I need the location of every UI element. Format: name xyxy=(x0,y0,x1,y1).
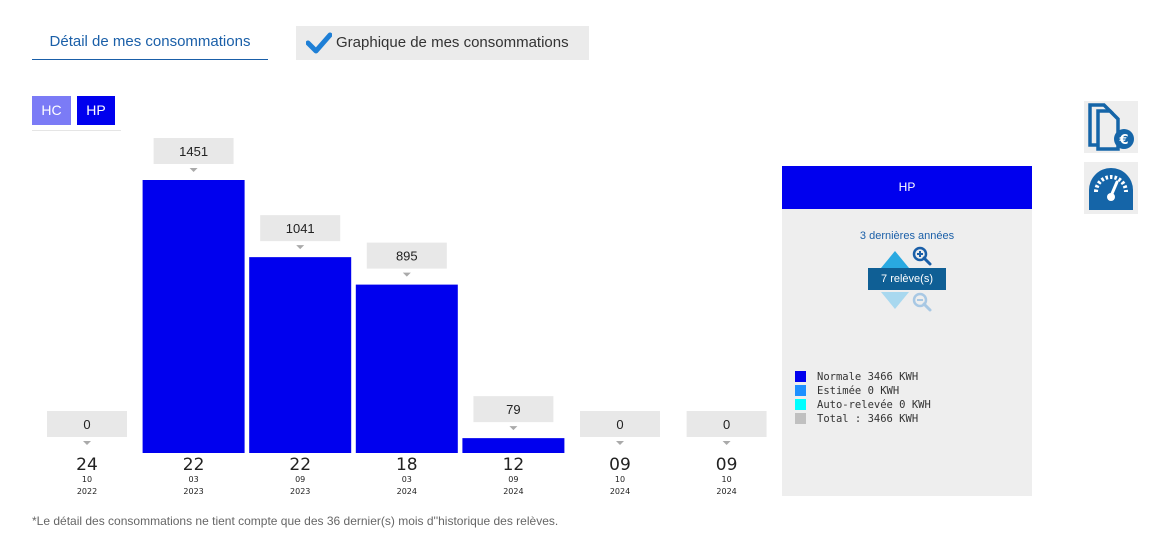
data-label: 0 xyxy=(723,417,730,432)
tick-label-year: 2022 xyxy=(77,487,97,496)
data-label-pointer xyxy=(509,426,518,431)
legend-swatch-total xyxy=(795,413,806,424)
data-label-box xyxy=(47,411,127,437)
bar xyxy=(249,257,352,453)
tick-label-month: 10 xyxy=(82,475,92,484)
tick-label-year: 2024 xyxy=(503,487,523,496)
tick-label-year: 2023 xyxy=(290,487,310,496)
legend-label: Total : 3466 KWH xyxy=(817,413,919,425)
data-label-box xyxy=(686,411,767,437)
tick-label-month: 10 xyxy=(615,475,625,484)
tick-label-month: 09 xyxy=(295,475,305,484)
legend-item: Total : 3466 KWH xyxy=(795,412,931,426)
tick-label-month: 03 xyxy=(402,475,412,484)
tick-label-day: 22 xyxy=(289,455,311,475)
data-label-box xyxy=(580,411,660,437)
toggle-hp[interactable]: HP xyxy=(77,96,115,125)
tick-label-day: 22 xyxy=(183,455,205,475)
tick-label-year: 2024 xyxy=(716,487,736,496)
tick-label-day: 24 xyxy=(76,455,98,475)
bar xyxy=(355,284,458,453)
meter-gauge-icon xyxy=(1089,168,1133,210)
data-label-box xyxy=(473,396,554,423)
tick-label-year: 2023 xyxy=(183,487,203,496)
zoom-out-icon[interactable] xyxy=(880,290,936,314)
legend: Normale 3466 KWH Estimée 0 KWH Auto-rele… xyxy=(795,370,931,426)
data-label-pointer xyxy=(83,441,91,445)
legend-swatch-normale xyxy=(795,371,806,382)
legend-item: Normale 3466 KWH xyxy=(795,370,931,384)
tab-detail-consommations[interactable]: Détail de mes consommations xyxy=(32,24,268,60)
data-label-pointer xyxy=(402,272,411,277)
releves-count: 7 relève(s) xyxy=(868,268,946,290)
tariff-toggle-group: HC HP xyxy=(32,96,121,131)
tick-label-month: 09 xyxy=(508,475,518,484)
legend-label: Estimée 0 KWH xyxy=(817,385,900,397)
data-label-box xyxy=(366,242,447,269)
footnote: *Le détail des consommations ne tient co… xyxy=(32,514,559,528)
data-label: 0 xyxy=(616,417,623,432)
data-label: 895 xyxy=(396,249,418,264)
zoom-in-icon[interactable] xyxy=(880,246,936,270)
bill-euro-icon: € xyxy=(1088,103,1134,151)
consumption-bar-chart: 0241020221451220320231041220920238951803… xyxy=(47,138,767,496)
data-label-pointer xyxy=(722,441,731,445)
toggle-hc[interactable]: HC xyxy=(32,96,71,125)
meter-button[interactable] xyxy=(1084,162,1138,214)
tick-label-month: 03 xyxy=(189,475,199,484)
data-label-pointer xyxy=(616,441,624,445)
tick-label-day: 12 xyxy=(503,455,525,475)
bill-button[interactable]: € xyxy=(1084,101,1138,153)
data-label-box xyxy=(153,138,234,164)
bar xyxy=(462,438,565,453)
legend-item: Auto-relevée 0 KWH xyxy=(795,398,931,412)
svg-text:€: € xyxy=(1118,133,1128,148)
legend-label: Auto-relevée 0 KWH xyxy=(817,399,931,411)
panel-header: HP xyxy=(782,166,1032,209)
tick-label-day: 09 xyxy=(716,455,738,475)
bar xyxy=(142,180,245,453)
tick-label-day: 09 xyxy=(609,455,631,475)
tick-label-year: 2024 xyxy=(397,487,417,496)
tick-label-day: 18 xyxy=(396,455,418,475)
tick-label-year: 2024 xyxy=(610,487,630,496)
tab-graphique-label: Graphique de mes consommations xyxy=(336,34,569,51)
data-label: 0 xyxy=(83,417,90,432)
data-label-pointer xyxy=(189,168,198,172)
data-label: 1041 xyxy=(286,221,315,236)
legend-label: Normale 3466 KWH xyxy=(817,371,919,383)
data-label-box xyxy=(260,215,341,242)
tick-label-month: 10 xyxy=(722,475,732,484)
summary-panel: HP 3 dernières années 7 relève(s) Normal… xyxy=(782,166,1032,496)
legend-swatch-auto-relevee xyxy=(795,399,806,410)
data-label: 79 xyxy=(506,402,520,417)
legend-item: Estimée 0 KWH xyxy=(795,384,931,398)
tab-graphique-consommations[interactable]: Graphique de mes consommations xyxy=(296,26,589,60)
legend-swatch-estimee xyxy=(795,385,806,396)
period-label: 3 dernières années xyxy=(859,230,955,242)
data-label: 1451 xyxy=(179,144,208,159)
checkmark-icon xyxy=(306,32,332,54)
data-label-pointer xyxy=(296,245,305,250)
